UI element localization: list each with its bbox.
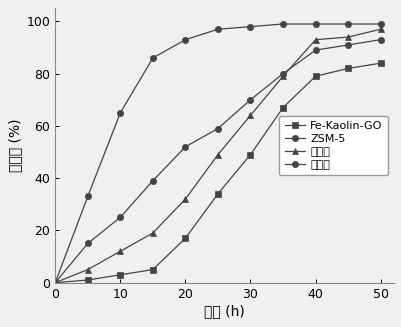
Legend: Fe-Kaolin-GO, ZSM-5, 活性炭, 高岭土: Fe-Kaolin-GO, ZSM-5, 活性炭, 高岭土 <box>278 116 387 175</box>
活性炭 <box>377 27 382 31</box>
Fe-Kaolin-GO <box>345 66 350 70</box>
Fe-Kaolin-GO <box>53 281 57 284</box>
Line: 高岭土: 高岭土 <box>52 21 383 286</box>
活性炭 <box>280 74 285 78</box>
高岭土 <box>280 22 285 26</box>
Y-axis label: 穿透率 (%): 穿透率 (%) <box>8 119 22 172</box>
活性炭 <box>345 35 350 39</box>
高岭土 <box>150 56 155 60</box>
高岭土 <box>345 22 350 26</box>
X-axis label: 时间 (h): 时间 (h) <box>204 305 244 319</box>
Fe-Kaolin-GO <box>182 236 187 240</box>
ZSM-5 <box>85 242 90 246</box>
活性炭 <box>85 267 90 271</box>
ZSM-5 <box>280 72 285 76</box>
ZSM-5 <box>117 215 122 219</box>
高岭土 <box>215 27 220 31</box>
高岭土 <box>377 22 382 26</box>
Fe-Kaolin-GO <box>117 273 122 277</box>
ZSM-5 <box>53 281 57 284</box>
Fe-Kaolin-GO <box>215 192 220 196</box>
高岭土 <box>85 195 90 198</box>
高岭土 <box>182 38 187 42</box>
活性炭 <box>182 197 187 201</box>
Line: Fe-Kaolin-GO: Fe-Kaolin-GO <box>52 60 383 286</box>
ZSM-5 <box>377 38 382 42</box>
ZSM-5 <box>215 127 220 130</box>
活性炭 <box>53 281 57 284</box>
Line: 活性炭: 活性炭 <box>52 26 383 286</box>
ZSM-5 <box>345 43 350 47</box>
活性炭 <box>215 153 220 157</box>
活性炭 <box>247 113 252 117</box>
Fe-Kaolin-GO <box>247 153 252 157</box>
高岭土 <box>53 281 57 284</box>
ZSM-5 <box>182 145 187 149</box>
高岭土 <box>117 111 122 115</box>
高岭土 <box>312 22 317 26</box>
Fe-Kaolin-GO <box>150 267 155 271</box>
活性炭 <box>312 38 317 42</box>
Fe-Kaolin-GO <box>312 74 317 78</box>
ZSM-5 <box>247 98 252 102</box>
ZSM-5 <box>312 48 317 52</box>
ZSM-5 <box>150 179 155 183</box>
高岭土 <box>247 25 252 28</box>
Fe-Kaolin-GO <box>280 106 285 110</box>
Line: ZSM-5: ZSM-5 <box>52 37 383 286</box>
Fe-Kaolin-GO <box>377 61 382 65</box>
活性炭 <box>150 231 155 235</box>
活性炭 <box>117 249 122 253</box>
Fe-Kaolin-GO <box>85 278 90 282</box>
